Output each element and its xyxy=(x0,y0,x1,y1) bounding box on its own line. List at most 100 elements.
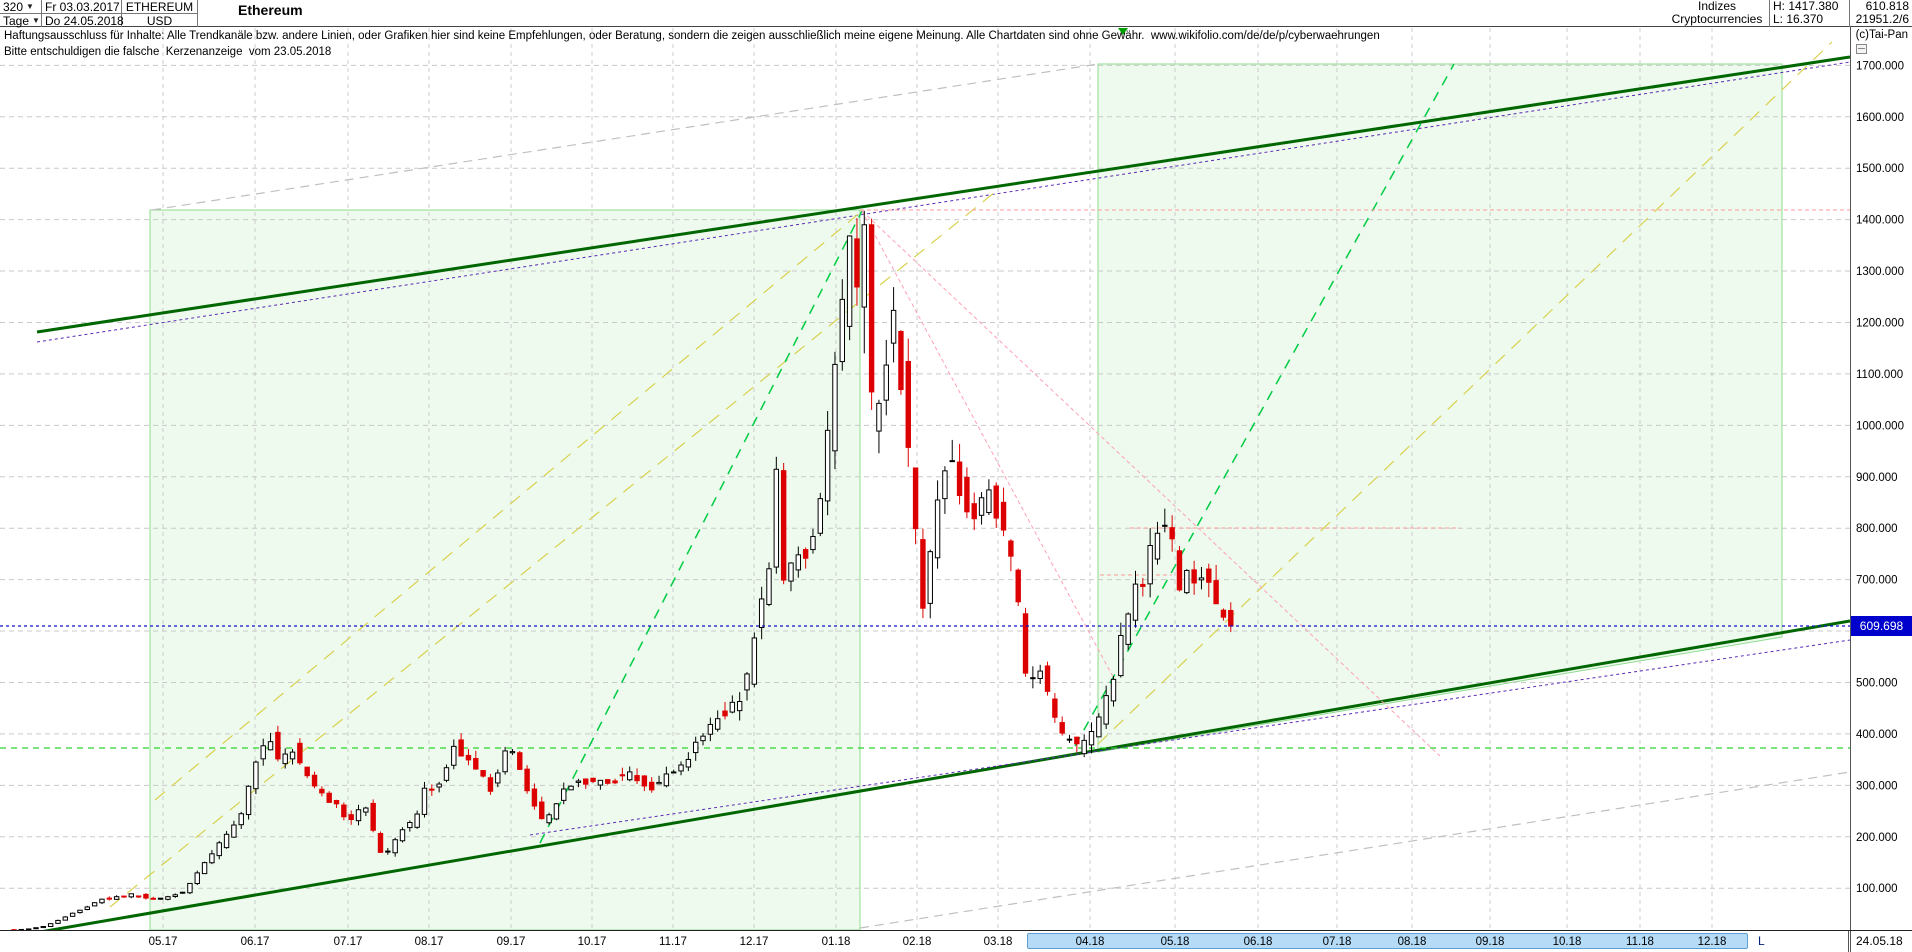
candle-body xyxy=(421,787,428,815)
candle-body xyxy=(656,781,662,785)
pink-diagonal-steep xyxy=(861,210,1119,687)
candle-body xyxy=(502,750,508,773)
candle-body xyxy=(1132,583,1139,621)
x-axis-label: 07.18 xyxy=(1323,936,1352,948)
candle-body xyxy=(1088,730,1095,746)
candle-body xyxy=(18,928,25,930)
date-from-field[interactable]: Fr 03.03.2017 xyxy=(42,0,122,14)
candle-body xyxy=(685,758,692,768)
candle-body xyxy=(150,897,156,900)
currency-value: USD xyxy=(146,13,173,28)
high-low-panel: H: 1417.380 L: 16.370 xyxy=(1770,0,1850,27)
horizontal-scrollbar[interactable] xyxy=(1027,933,1748,949)
candle-body xyxy=(172,894,178,897)
candle-body xyxy=(341,804,347,818)
candle-body xyxy=(1059,722,1065,734)
candle-body xyxy=(1103,695,1109,725)
disclaimer-line-2: Bitte entschuldigen die falsche Kerzenan… xyxy=(4,46,332,58)
candle-body xyxy=(1176,550,1183,591)
candle-body xyxy=(106,897,112,900)
candle-body xyxy=(1228,609,1234,627)
bars-count-dropdown[interactable]: 320 ▼ xyxy=(0,0,42,14)
candle-body xyxy=(905,360,911,448)
candle-body xyxy=(788,562,794,582)
candle-body xyxy=(824,429,831,502)
candle-body xyxy=(1147,545,1153,585)
candle-body xyxy=(553,803,560,820)
candle-body xyxy=(62,916,69,921)
x-axis-label: 07.17 xyxy=(334,936,363,948)
candle-body xyxy=(143,893,149,899)
candle-body xyxy=(370,802,376,831)
candle-body xyxy=(890,309,897,344)
candle-body xyxy=(1022,613,1029,674)
candle-body xyxy=(1015,569,1021,603)
candle-body xyxy=(1000,501,1007,531)
currency-field: USD xyxy=(122,13,198,28)
yellow-trendline-c xyxy=(1097,41,1833,745)
candle-body xyxy=(561,788,567,801)
candle-body xyxy=(1125,613,1131,645)
candle-body xyxy=(121,895,127,898)
candle-body xyxy=(25,928,32,930)
candle-body xyxy=(1220,609,1227,618)
candle-body xyxy=(238,813,244,826)
candle-body xyxy=(986,489,992,514)
candle-body xyxy=(128,893,134,898)
candle-body xyxy=(1052,698,1058,718)
candle-body xyxy=(729,701,736,713)
symbol-field[interactable]: ETHEREUM xyxy=(122,0,198,14)
candle-body xyxy=(165,896,171,900)
candle-body xyxy=(780,470,787,581)
candle-body xyxy=(956,461,963,497)
candle-body xyxy=(355,809,362,822)
candle-body xyxy=(671,771,677,774)
y-axis-label: 900.000 xyxy=(1856,472,1898,484)
candle-body xyxy=(201,862,208,875)
window-minimize-icon[interactable] xyxy=(1856,44,1867,54)
timeframe-dropdown[interactable]: Tage ▼ xyxy=(0,14,42,28)
candle-body xyxy=(1184,569,1190,594)
candle-body xyxy=(964,476,970,513)
candle-body xyxy=(91,902,98,907)
candle-body xyxy=(157,897,164,900)
y-axis-label: 200.000 xyxy=(1856,832,1898,844)
candle-body xyxy=(11,929,17,930)
candle-body xyxy=(597,779,604,786)
axis-separator xyxy=(1850,0,1851,952)
bars-count-value: 320 xyxy=(3,0,24,14)
candle-body xyxy=(377,832,384,853)
candle-body xyxy=(1213,580,1219,605)
x-axis-label: 09.18 xyxy=(1476,936,1505,948)
y-axis-label: 700.000 xyxy=(1856,575,1898,587)
candles xyxy=(11,210,1234,930)
candle-body xyxy=(546,814,552,824)
candle-body xyxy=(1206,568,1212,583)
plot-area[interactable] xyxy=(0,28,1850,932)
x-axis-label: 04.18 xyxy=(1076,936,1105,948)
candle-body xyxy=(810,535,816,551)
candle-body xyxy=(414,813,420,828)
candle-body xyxy=(267,741,274,751)
candle-body xyxy=(978,497,985,516)
lower-purple-dotted-line xyxy=(529,639,1850,836)
candle-body xyxy=(1140,583,1146,587)
candle-body xyxy=(187,882,193,894)
candle-body xyxy=(458,739,464,757)
x-axis-label: 11.18 xyxy=(1626,936,1654,948)
index-group-label: Indizes Cryptocurrencies xyxy=(1665,0,1770,27)
candle-body xyxy=(583,778,589,785)
y-axis-label: 500.000 xyxy=(1856,677,1898,689)
candle-body xyxy=(407,821,413,829)
index-group-line2: Cryptocurrencies xyxy=(1671,12,1763,26)
candle-body xyxy=(1037,670,1043,679)
green-triangle-marker xyxy=(1118,28,1128,35)
date-to-field[interactable]: Do 24.05.2018 xyxy=(42,14,124,28)
candle-body xyxy=(539,801,545,820)
x-axis-label: 01.18 xyxy=(822,936,851,948)
x-axis-label: 06.17 xyxy=(241,936,270,948)
candle-body xyxy=(663,773,670,787)
candle-body xyxy=(194,872,200,885)
y-axis-label: 100.000 xyxy=(1856,883,1898,895)
